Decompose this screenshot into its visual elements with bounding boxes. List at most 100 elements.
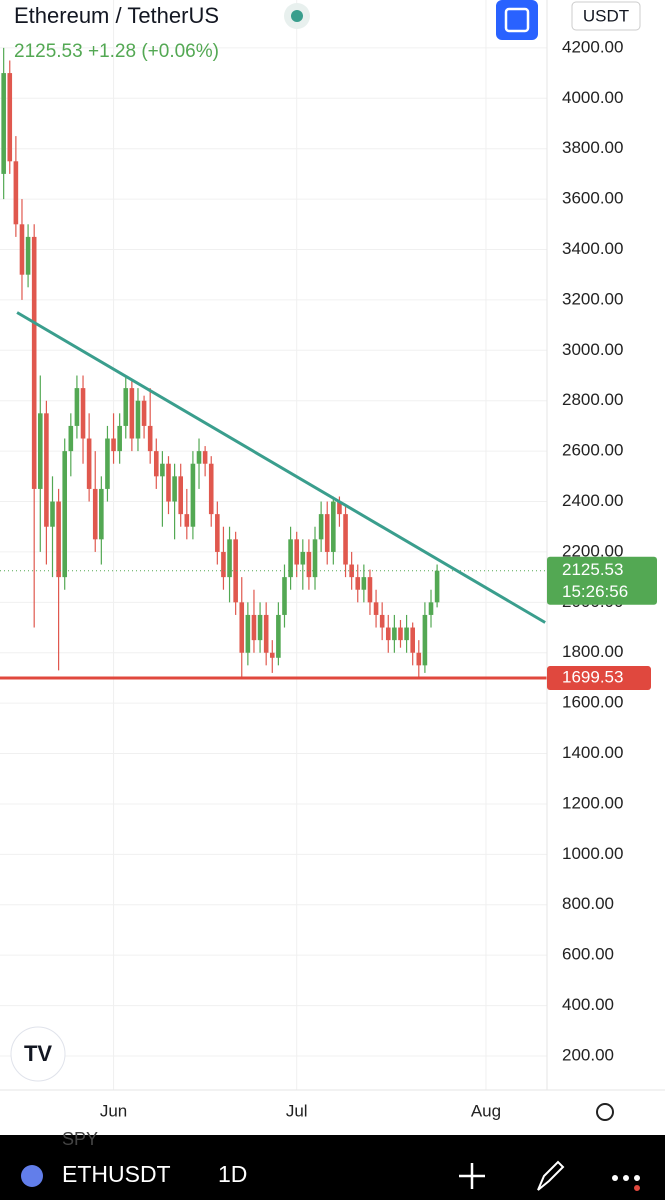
candle-body — [80, 388, 86, 439]
y-tick-label: 1200.00 — [562, 793, 623, 812]
candle-body — [343, 514, 348, 565]
candle-body — [166, 463, 171, 502]
candle-body — [324, 514, 330, 552]
candle-body — [196, 451, 202, 464]
draw-icon[interactable] — [537, 1160, 565, 1191]
tv-logo[interactable] — [10, 1026, 66, 1082]
settings-icon[interactable] — [596, 1103, 614, 1121]
candle-body — [202, 451, 208, 464]
candle-body — [434, 570, 440, 603]
y-tick-label: 3000.00 — [562, 340, 623, 359]
candle-body — [239, 602, 245, 653]
y-tick-label: 600.00 — [562, 945, 614, 964]
support-tag — [547, 666, 651, 691]
y-tick-label: 3600.00 — [562, 189, 623, 208]
candle-body — [92, 488, 98, 540]
price-line: 2125.53 +1.28 (+0.06%) — [14, 41, 219, 62]
price-change-pct: (+0.06%) — [141, 41, 219, 62]
countdown-label: 15:26:56 — [562, 582, 628, 601]
candle-body — [190, 463, 196, 527]
candle-body — [141, 400, 147, 426]
candle-body — [37, 413, 43, 489]
candle-body — [276, 614, 281, 658]
candle-body — [355, 577, 361, 590]
y-tick-label: 400.00 — [562, 995, 614, 1014]
candle-body — [361, 577, 367, 590]
tv-logo-mark: TV — [24, 1041, 52, 1066]
candle-body — [227, 539, 232, 578]
candle-body — [74, 388, 80, 426]
candle-body — [263, 614, 269, 653]
candle-body — [251, 614, 257, 641]
toolbar-symbol[interactable]: ETHUSDT — [62, 1161, 171, 1187]
candle-body — [160, 463, 165, 477]
candle-body — [19, 224, 25, 275]
y-tick-label: 1400.00 — [562, 743, 623, 762]
last-price: 2125.53 — [14, 41, 83, 62]
candle-body — [282, 577, 287, 615]
candle-body — [62, 451, 68, 578]
y-tick-label: 2800.00 — [562, 390, 623, 409]
candle-body — [312, 539, 318, 578]
candle-body — [318, 514, 324, 540]
candle-body — [233, 539, 238, 603]
candle-body — [331, 501, 336, 552]
candle-body — [153, 451, 159, 477]
candle-body — [13, 161, 19, 225]
candle-body — [379, 614, 385, 628]
y-tick-label: 2400.00 — [562, 491, 623, 510]
candle-body — [68, 425, 74, 452]
candle-body — [300, 551, 306, 565]
price-change: +1.28 — [88, 41, 136, 62]
x-tick-label: Jul — [286, 1101, 308, 1120]
y-tick-label: 3400.00 — [562, 239, 623, 258]
candle-body — [135, 400, 141, 439]
add-icon[interactable] — [459, 1163, 485, 1189]
x-tick-label: Aug — [471, 1101, 501, 1120]
status-dot — [291, 10, 303, 22]
candle-body — [129, 388, 135, 439]
candle-body — [337, 501, 342, 515]
candle-body — [269, 652, 275, 658]
y-tick-label: 1000.00 — [562, 844, 623, 863]
candle-body — [392, 627, 397, 641]
candle-body — [147, 425, 153, 452]
y-tick-label: 4200.00 — [562, 37, 623, 56]
currency-box[interactable] — [571, 1, 641, 31]
candle-body — [31, 236, 37, 489]
candle-body — [385, 627, 391, 641]
y-tick-label: 2200.00 — [562, 541, 623, 560]
last-price-tag — [547, 556, 657, 605]
candle-body — [208, 463, 214, 515]
candle-body — [117, 425, 122, 452]
candle-body — [56, 501, 61, 578]
plot — [0, 0, 547, 1090]
fullscreen-button[interactable] — [496, 0, 538, 40]
y-tick-label: 1800.00 — [562, 642, 623, 661]
candle-body — [99, 488, 104, 540]
symbol-title: Ethereum / TetherUS — [14, 3, 219, 28]
candle-body — [215, 514, 220, 552]
candle-body — [422, 614, 428, 666]
candle-body — [294, 539, 299, 565]
y-tick-label: 800.00 — [562, 894, 614, 913]
trendline — [16, 311, 546, 624]
y-tick-label: 4000.00 — [562, 88, 623, 107]
more-icon[interactable] — [612, 1175, 640, 1191]
toolbar-interval[interactable]: 1D — [218, 1161, 247, 1187]
candle-body — [1, 73, 6, 174]
candle-body — [428, 602, 434, 615]
y-tick-label: 200.00 — [562, 1045, 614, 1064]
candle-body — [404, 627, 409, 641]
candle-body — [123, 388, 129, 426]
candle-body — [25, 236, 31, 275]
candle-body — [184, 514, 190, 527]
y-tick-label: 3200.00 — [562, 289, 623, 308]
candle-body — [410, 627, 415, 653]
candle-body — [373, 602, 379, 615]
eth-icon — [21, 1165, 43, 1187]
candle-body — [105, 438, 110, 489]
support-label: 1699.53 — [562, 668, 623, 687]
x-tick-label: Jun — [100, 1101, 127, 1120]
candle-body — [178, 476, 184, 515]
